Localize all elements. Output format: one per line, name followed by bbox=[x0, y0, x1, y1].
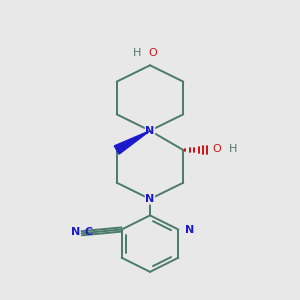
Text: H: H bbox=[229, 143, 237, 154]
Text: O: O bbox=[148, 48, 157, 58]
Text: C: C bbox=[85, 227, 93, 237]
Text: N: N bbox=[185, 224, 194, 235]
Text: O: O bbox=[212, 143, 221, 154]
Polygon shape bbox=[114, 131, 150, 154]
Text: N: N bbox=[146, 194, 154, 204]
Text: N: N bbox=[71, 227, 80, 237]
Text: N: N bbox=[146, 126, 154, 136]
Text: H: H bbox=[132, 48, 141, 58]
